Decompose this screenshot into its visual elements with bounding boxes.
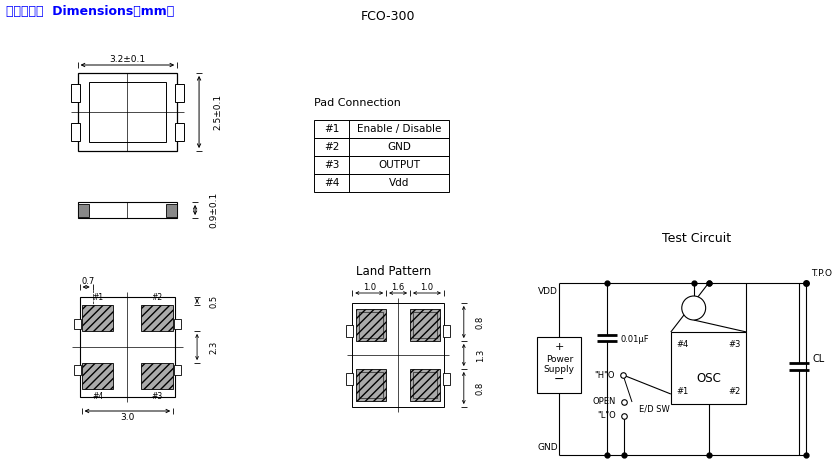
Text: OUTPUT: OUTPUT <box>378 160 420 170</box>
Bar <box>78 202 177 218</box>
Text: GND: GND <box>387 142 410 152</box>
Bar <box>70 123 79 141</box>
Text: 0.9±0.1: 0.9±0.1 <box>209 192 217 228</box>
Bar <box>359 372 383 398</box>
Text: +: + <box>554 342 563 352</box>
Text: CL: CL <box>811 354 823 364</box>
Text: Enable / Disable: Enable / Disable <box>356 124 441 134</box>
Text: 3.0: 3.0 <box>120 413 135 421</box>
Bar <box>70 84 79 101</box>
Text: T.P.O: T.P.O <box>810 269 831 278</box>
Text: #1: #1 <box>676 387 688 396</box>
Bar <box>78 73 177 151</box>
Bar <box>442 325 449 337</box>
Text: FCO-300: FCO-300 <box>360 10 415 23</box>
Text: 0.7: 0.7 <box>81 277 94 286</box>
Bar <box>346 325 353 337</box>
Bar <box>314 138 448 156</box>
Bar <box>175 123 184 141</box>
Bar <box>442 373 449 385</box>
Bar <box>89 82 166 142</box>
Bar <box>141 305 173 331</box>
Text: #1: #1 <box>92 293 103 302</box>
Bar <box>670 332 746 404</box>
Text: −: − <box>553 372 564 386</box>
Text: 2.5±0.1: 2.5±0.1 <box>212 94 222 130</box>
Bar <box>174 319 181 329</box>
Bar <box>346 373 353 385</box>
Text: Test Circuit: Test Circuit <box>661 231 731 244</box>
Bar <box>412 312 436 338</box>
Text: 外形寸法図  Dimensions（mm）: 外形寸法図 Dimensions（mm） <box>6 5 174 18</box>
Text: 1.6: 1.6 <box>391 284 405 293</box>
Text: 1.0: 1.0 <box>420 284 433 293</box>
Text: #1: #1 <box>324 124 339 134</box>
Circle shape <box>681 296 705 320</box>
Bar <box>537 337 580 393</box>
Bar <box>412 372 436 398</box>
Bar <box>359 312 383 338</box>
Text: E/D SW: E/D SW <box>638 405 669 413</box>
Text: "L"O: "L"O <box>597 412 615 421</box>
Bar <box>141 363 173 389</box>
Bar <box>356 369 385 401</box>
Bar <box>79 297 175 397</box>
Text: #4: #4 <box>92 392 103 401</box>
Bar <box>314 174 448 192</box>
Bar <box>166 203 177 217</box>
Text: #3: #3 <box>324 160 339 170</box>
Text: 1.3: 1.3 <box>475 348 484 362</box>
Text: 2.3: 2.3 <box>209 340 217 354</box>
Text: OSC: OSC <box>696 371 721 385</box>
Text: 0.8: 0.8 <box>475 381 484 395</box>
Text: OPEN: OPEN <box>592 397 615 406</box>
Text: A: A <box>690 303 696 313</box>
Text: "H"O: "H"O <box>594 371 614 379</box>
Text: 0.8: 0.8 <box>475 315 484 329</box>
Text: VDD: VDD <box>537 287 557 295</box>
Text: #4: #4 <box>324 178 339 188</box>
Text: 0.5: 0.5 <box>209 295 217 308</box>
Text: #3: #3 <box>727 340 740 349</box>
Bar <box>175 84 184 101</box>
Text: #2: #2 <box>727 387 740 396</box>
Text: #2: #2 <box>324 142 339 152</box>
Text: 0.01µF: 0.01µF <box>619 335 648 344</box>
Text: Pad Connection: Pad Connection <box>314 98 400 108</box>
Bar <box>74 319 80 329</box>
Bar <box>352 303 443 407</box>
Text: #4: #4 <box>676 340 688 349</box>
Text: Vdd: Vdd <box>389 178 409 188</box>
Bar <box>314 120 448 138</box>
Bar <box>410 369 440 401</box>
Text: #3: #3 <box>151 392 163 401</box>
Bar <box>82 363 114 389</box>
Bar <box>314 156 448 174</box>
Text: Supply: Supply <box>543 364 574 373</box>
Text: GND: GND <box>537 443 558 452</box>
Text: 1.0: 1.0 <box>362 284 375 293</box>
Text: 3.2±0.1: 3.2±0.1 <box>110 54 145 64</box>
Text: Power: Power <box>545 354 573 363</box>
Bar <box>410 309 440 341</box>
Bar <box>74 365 80 375</box>
Bar <box>356 309 385 341</box>
Bar <box>78 203 89 217</box>
Text: Land Pattern: Land Pattern <box>356 265 431 278</box>
Bar <box>174 365 181 375</box>
Bar <box>82 305 114 331</box>
Text: #2: #2 <box>151 293 163 302</box>
